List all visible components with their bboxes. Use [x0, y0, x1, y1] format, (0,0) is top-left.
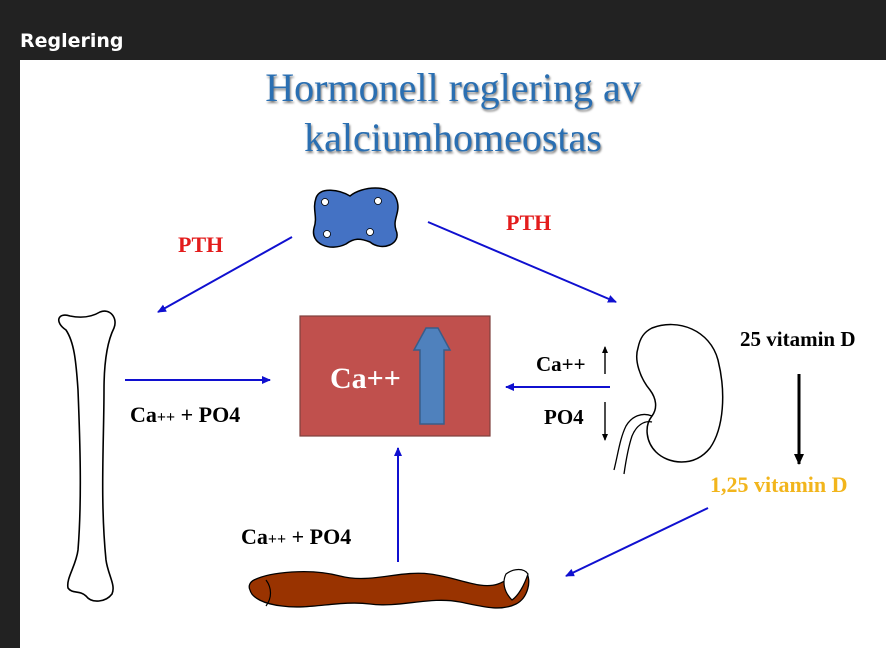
calcium-increase-arrow-icon	[412, 327, 452, 425]
pth-label-left: PTH	[178, 232, 224, 257]
intestine-icon	[248, 568, 530, 609]
slide: Hormonell reglering av kalciumhomeostas	[20, 60, 886, 648]
vitamin-d-125-label: 1,25 vitamin D	[710, 472, 848, 497]
pth-to-bone-arrow	[157, 236, 293, 313]
window-title-bar: Reglering	[0, 0, 886, 60]
kidney-po4-label: PO4	[544, 405, 584, 429]
calcium-level-box	[299, 315, 491, 437]
bone-icon	[58, 310, 116, 602]
kidney-ca-label: Ca++	[536, 352, 586, 376]
pth-label-right: PTH	[506, 210, 552, 235]
vitamin-d-to-intestine-arrow	[565, 507, 709, 577]
gut-ca-text: Ca	[241, 524, 268, 549]
window-title: Reglering	[20, 30, 124, 52]
pth-to-kidney-arrow	[427, 221, 617, 303]
gut-ca-charge: ++	[267, 531, 287, 548]
bone-release-label: Ca++ + PO4	[130, 402, 240, 428]
gut-po4-text: + PO4	[286, 524, 352, 549]
bone-ca-charge: ++	[156, 409, 176, 426]
bone-po4-text: + PO4	[175, 402, 241, 427]
parathyroid-gland-icon	[312, 187, 399, 248]
diagram-canvas	[58, 187, 804, 609]
calcium-box-label: Ca++	[330, 362, 401, 395]
slide-title-line-1: Hormonell reglering av	[265, 65, 641, 110]
kidney-icon	[613, 323, 724, 475]
slide-title-line-2: kalciumhomeostas	[304, 115, 602, 160]
bone-ca-text: Ca	[130, 402, 157, 427]
intestine-absorption-label: Ca++ + PO4	[241, 524, 351, 550]
vitamin-d-25-label: 25 vitamin D	[740, 327, 856, 351]
